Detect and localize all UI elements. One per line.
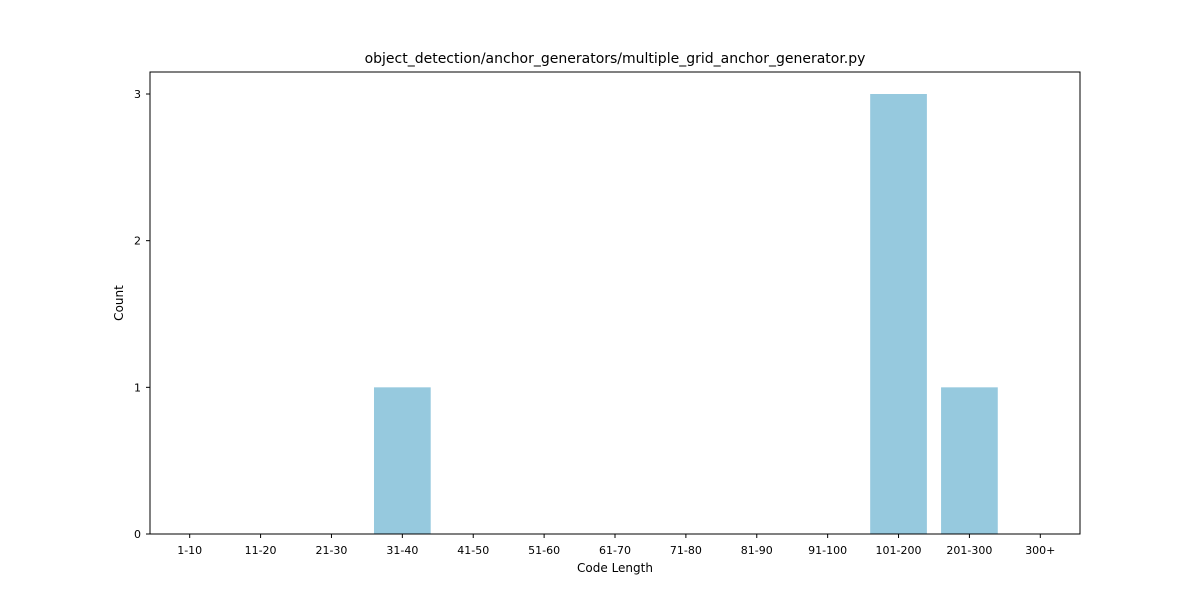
x-tick-label: 201-300 (946, 544, 992, 557)
x-tick-label: 91-100 (808, 544, 847, 557)
x-tick-label: 1-10 (177, 544, 202, 557)
y-tick-label: 0 (134, 528, 141, 541)
x-tick-label: 300+ (1025, 544, 1055, 557)
bar-201-300 (941, 387, 998, 534)
bar-101-200 (870, 94, 927, 534)
x-tick-label: 71-80 (670, 544, 702, 557)
x-axis-label: Code Length (577, 561, 653, 575)
x-tick-label: 51-60 (528, 544, 560, 557)
y-tick-label: 3 (134, 88, 141, 101)
x-tick-label: 31-40 (386, 544, 418, 557)
bars-group (373, 94, 998, 534)
y-tick-label: 1 (134, 381, 141, 394)
bar-31-40 (373, 387, 431, 534)
y-axis-label: Count (112, 285, 126, 321)
x-axis-ticks: 1-10 11-20 21-30 31-40 41-50 51-60 61-70 71-80 8… (177, 534, 1055, 557)
x-tick-label: 41-50 (457, 544, 489, 557)
chart-title: object_detection/anchor_generators/multi… (365, 51, 866, 67)
x-tick-label: 81-90 (741, 544, 773, 557)
x-tick-label: 101-200 (876, 544, 922, 557)
y-tick-label: 2 (134, 235, 141, 248)
y-axis-ticks: 0 1 2 3 (134, 88, 150, 541)
x-tick-label: 11-20 (245, 544, 277, 557)
x-tick-label: 61-70 (599, 544, 631, 557)
plot-frame (149, 71, 1081, 535)
x-tick-label: 21-30 (315, 544, 347, 557)
